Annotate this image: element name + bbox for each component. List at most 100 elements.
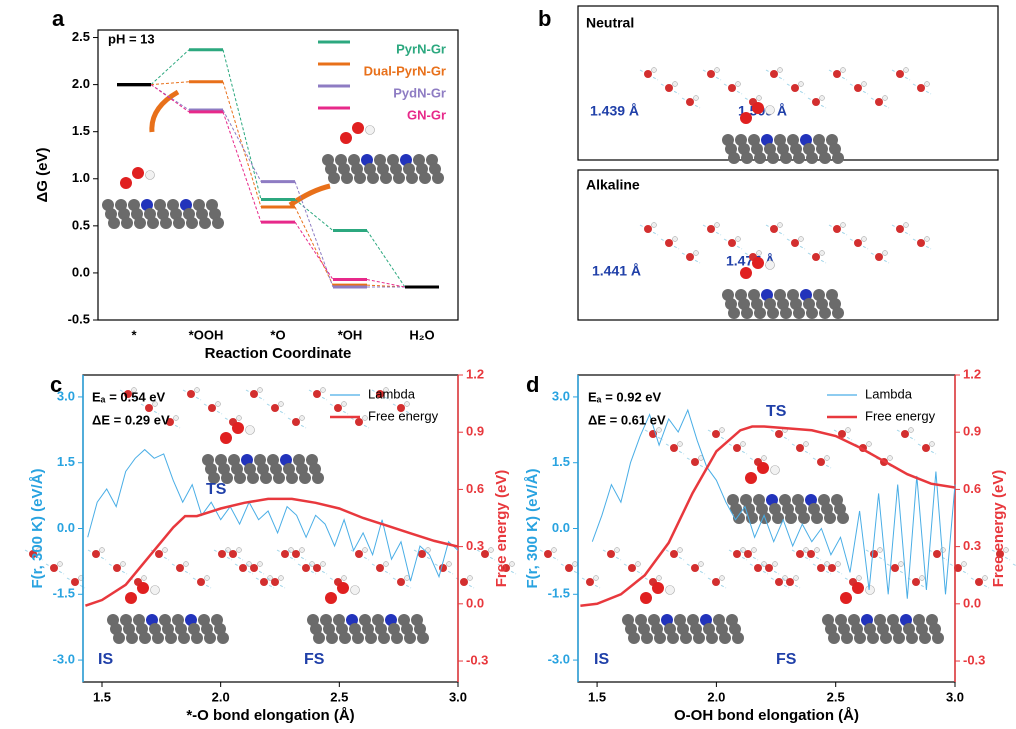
annotation: IS	[594, 651, 609, 668]
atom	[906, 632, 918, 644]
water-h	[903, 222, 909, 228]
legend-label: Free energy	[368, 408, 439, 423]
water-h	[656, 575, 662, 581]
water-o	[754, 564, 762, 572]
water-h	[756, 250, 762, 256]
atom	[212, 217, 224, 229]
legend-label: Lambda	[865, 386, 913, 401]
atom	[837, 512, 849, 524]
water-h	[719, 575, 725, 581]
water-o	[854, 239, 862, 247]
water-o	[544, 550, 552, 558]
water-o	[260, 578, 268, 586]
atom	[654, 632, 666, 644]
water-h	[835, 561, 841, 567]
atom-o	[340, 132, 352, 144]
atom	[234, 472, 246, 484]
atom	[173, 217, 185, 229]
atom	[832, 152, 844, 164]
arrow	[149, 89, 180, 133]
atom	[806, 307, 818, 319]
water-h	[898, 561, 904, 567]
atom	[732, 632, 744, 644]
connector	[294, 221, 334, 280]
connector	[222, 111, 262, 223]
atom-o	[757, 462, 769, 474]
atom	[134, 217, 146, 229]
water-h	[320, 387, 326, 393]
water-o	[50, 564, 58, 572]
water-o	[917, 84, 925, 92]
legend-label: PydN-Gr	[393, 85, 446, 100]
water-o	[166, 418, 174, 426]
water-h	[777, 67, 783, 73]
y-tick-label: 2.0	[72, 76, 90, 91]
y2-tick-label: 0.9	[466, 424, 484, 439]
atom	[432, 172, 444, 184]
y2-tick-label: 0.3	[963, 538, 981, 553]
y-axis-label: ΔG (eV)	[34, 148, 51, 203]
atom-o	[125, 592, 137, 604]
connector	[222, 109, 262, 182]
water-h	[861, 81, 867, 87]
atom	[919, 632, 931, 644]
connector	[366, 230, 406, 288]
water-o	[355, 418, 363, 426]
box-title: Alkaline	[586, 177, 640, 193]
atom	[417, 632, 429, 644]
water-o	[691, 564, 699, 572]
water-h	[735, 236, 741, 242]
water-o	[565, 564, 573, 572]
y2-tick-label: 0.0	[963, 595, 981, 610]
water-o	[875, 253, 883, 261]
atom	[208, 472, 220, 484]
water-o	[744, 550, 752, 558]
atom-o	[752, 102, 764, 114]
water-o	[271, 404, 279, 412]
water-o	[796, 550, 804, 558]
water-h	[840, 67, 846, 73]
atom	[313, 632, 325, 644]
atom-h	[365, 125, 375, 135]
connector	[294, 206, 334, 286]
water-h	[257, 387, 263, 393]
atom	[147, 217, 159, 229]
y2-tick-label: -0.3	[466, 652, 488, 667]
atom-o	[137, 582, 149, 594]
water-o	[208, 404, 216, 412]
atom	[221, 472, 233, 484]
water-h	[162, 547, 168, 553]
water-o	[113, 564, 121, 572]
atom	[191, 632, 203, 644]
x-tick-label: 2.0	[212, 689, 230, 704]
atom	[152, 632, 164, 644]
panel-label: d	[526, 372, 539, 397]
water-o	[954, 564, 962, 572]
bond-length: 1.439 Å	[590, 103, 639, 119]
y-tick-label: 2.5	[72, 29, 90, 44]
atom	[811, 512, 823, 524]
atom	[339, 632, 351, 644]
y2-tick-label: 0.9	[963, 424, 981, 439]
atom-o	[337, 582, 349, 594]
water-h	[236, 415, 242, 421]
atom	[728, 307, 740, 319]
water-h	[651, 67, 657, 73]
water-o	[791, 239, 799, 247]
plot-frame	[97, 29, 459, 321]
atom	[793, 307, 805, 319]
water-o	[975, 578, 983, 586]
water-h	[814, 547, 820, 553]
water-h	[793, 575, 799, 581]
water-h	[924, 236, 930, 242]
connector	[150, 49, 190, 85]
atom	[824, 512, 836, 524]
water-o	[933, 550, 941, 558]
water-o	[607, 550, 615, 558]
y2-tick-label: 0.6	[963, 481, 981, 496]
water-h	[194, 387, 200, 393]
x-tick-label: 3.0	[946, 689, 964, 704]
water-o	[691, 458, 699, 466]
atom-o	[745, 472, 757, 484]
